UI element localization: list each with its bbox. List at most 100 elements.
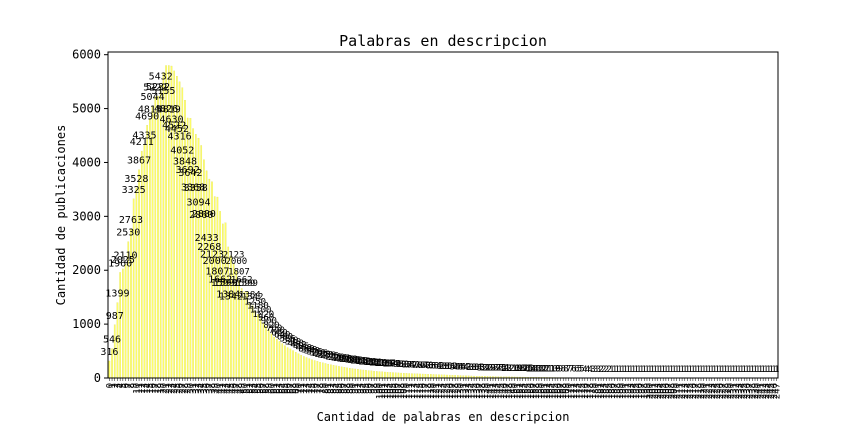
x-axis-label: Cantidad de palabras en descripcion bbox=[317, 410, 570, 424]
bar bbox=[336, 366, 337, 378]
y-tick-label: 2000 bbox=[72, 263, 101, 277]
bar bbox=[260, 319, 261, 378]
data-label: 3528 bbox=[124, 174, 148, 185]
bar bbox=[373, 371, 374, 378]
bar bbox=[157, 96, 158, 378]
bar bbox=[271, 334, 272, 378]
data-label: 546 bbox=[103, 335, 121, 346]
data-label: 1399 bbox=[105, 289, 129, 300]
bar bbox=[295, 352, 296, 378]
bar bbox=[109, 361, 110, 378]
data-label: 3325 bbox=[122, 185, 146, 196]
bar bbox=[349, 368, 350, 378]
bar bbox=[122, 269, 123, 378]
bar bbox=[303, 356, 304, 378]
y-tick-label: 3000 bbox=[72, 209, 101, 223]
bar bbox=[338, 366, 339, 378]
bar bbox=[360, 370, 361, 378]
bar bbox=[290, 349, 291, 378]
bar bbox=[341, 367, 342, 378]
bar bbox=[352, 369, 353, 378]
data-label: 2880 bbox=[192, 209, 216, 220]
data-label: 1 bbox=[774, 365, 779, 375]
bar bbox=[425, 374, 426, 378]
bar bbox=[392, 373, 393, 378]
data-label: 2763 bbox=[119, 215, 143, 226]
bar bbox=[409, 373, 410, 378]
data-label: 316 bbox=[100, 347, 118, 358]
bar bbox=[298, 354, 299, 378]
x-tick-label: 247 bbox=[773, 383, 783, 399]
data-label: 3867 bbox=[127, 156, 151, 167]
bar bbox=[400, 373, 401, 378]
bar bbox=[306, 358, 307, 378]
bar bbox=[273, 337, 274, 378]
bar bbox=[387, 372, 388, 378]
bar bbox=[300, 355, 301, 378]
bar bbox=[355, 369, 356, 378]
y-tick-label: 6000 bbox=[72, 48, 101, 62]
bar bbox=[330, 365, 331, 378]
data-label: 4335 bbox=[132, 130, 156, 141]
bar bbox=[422, 374, 423, 378]
data-label: 2000 bbox=[225, 257, 247, 267]
bar bbox=[287, 348, 288, 378]
bar bbox=[379, 372, 380, 378]
bar bbox=[344, 367, 345, 378]
bar bbox=[365, 370, 366, 378]
bar bbox=[436, 375, 437, 378]
bar bbox=[309, 359, 310, 378]
bar bbox=[430, 374, 431, 378]
data-label: 2530 bbox=[116, 228, 140, 239]
bar bbox=[433, 374, 434, 378]
data-label: 5155 bbox=[151, 86, 175, 97]
bar bbox=[255, 311, 256, 378]
bar bbox=[328, 364, 329, 378]
bar bbox=[138, 170, 139, 378]
bar bbox=[257, 314, 258, 378]
bar bbox=[411, 374, 412, 378]
bar bbox=[319, 362, 320, 378]
bar bbox=[427, 374, 428, 378]
y-tick-label: 0 bbox=[94, 371, 101, 385]
bar bbox=[276, 339, 277, 378]
bar bbox=[368, 371, 369, 378]
bar bbox=[406, 373, 407, 378]
data-label: 4052 bbox=[170, 146, 194, 157]
y-tick-label: 5000 bbox=[72, 102, 101, 116]
y-tick-label: 1000 bbox=[72, 317, 101, 331]
data-label: 5432 bbox=[149, 71, 173, 82]
data-label: 3094 bbox=[186, 197, 210, 208]
data-label: 2110 bbox=[114, 250, 138, 261]
bar bbox=[311, 360, 312, 378]
data-label: 1599 bbox=[236, 279, 258, 289]
bar bbox=[395, 373, 396, 378]
bar bbox=[279, 341, 280, 378]
bar bbox=[284, 346, 285, 378]
bar bbox=[414, 374, 415, 378]
bar bbox=[403, 373, 404, 378]
data-label: 4316 bbox=[168, 131, 192, 142]
bar bbox=[333, 365, 334, 378]
bar bbox=[419, 374, 420, 378]
bar bbox=[384, 372, 385, 378]
bar bbox=[325, 363, 326, 378]
bar bbox=[438, 375, 439, 378]
bar bbox=[371, 371, 372, 378]
bar bbox=[417, 374, 418, 378]
bar bbox=[263, 323, 264, 378]
bar bbox=[357, 369, 358, 378]
chart-title: Palabras en descripcion bbox=[339, 32, 547, 50]
bar bbox=[322, 363, 323, 378]
bar bbox=[268, 330, 269, 379]
bar bbox=[363, 370, 364, 378]
bar bbox=[282, 344, 283, 378]
bar bbox=[317, 361, 318, 378]
bar bbox=[376, 371, 377, 378]
y-axis-label: Cantidad de publicaciones bbox=[54, 125, 68, 306]
bar bbox=[382, 372, 383, 378]
data-label: 3358 bbox=[184, 183, 208, 194]
bar bbox=[390, 372, 391, 378]
